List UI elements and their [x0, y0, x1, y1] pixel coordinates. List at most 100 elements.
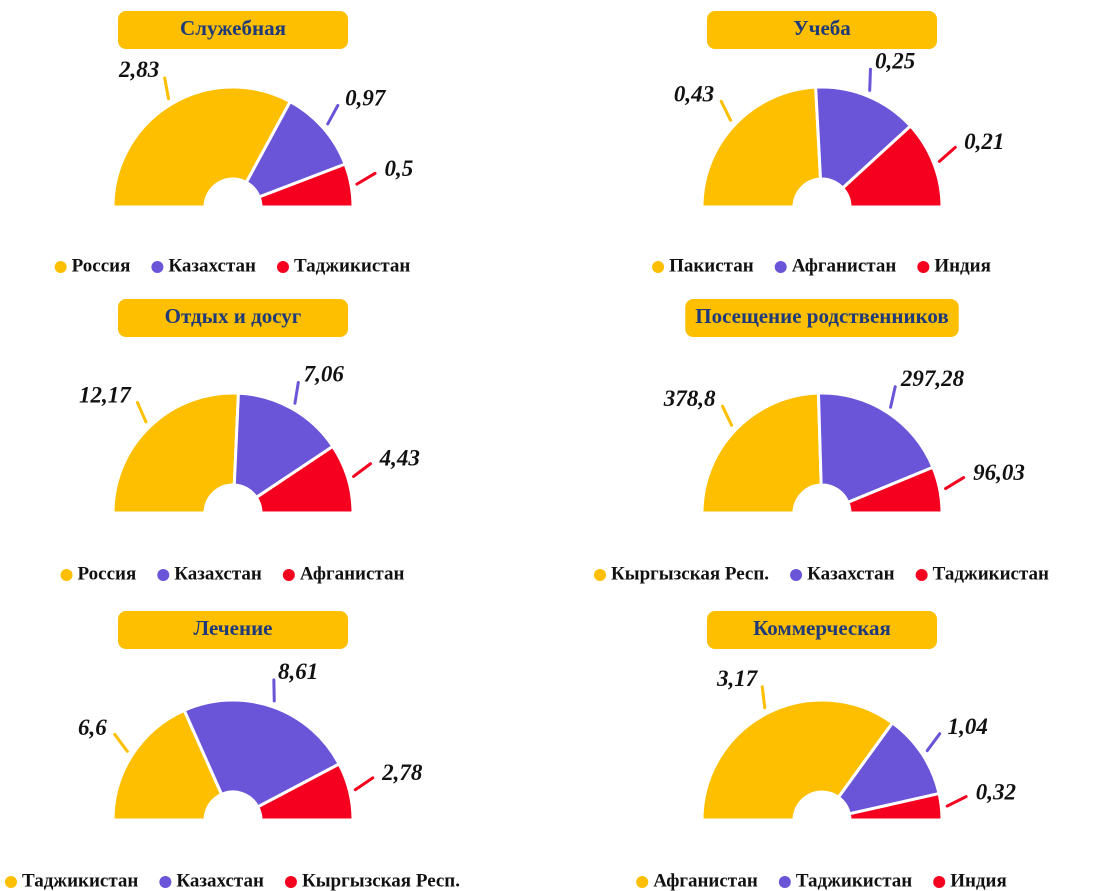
legend-label: Казахстан [176, 870, 264, 891]
leader-line [889, 385, 897, 409]
leader-line [944, 476, 966, 491]
slice [254, 444, 355, 515]
legend-marker [915, 569, 928, 581]
slice [111, 85, 293, 209]
legend-marker [790, 569, 803, 581]
leader-line [719, 99, 733, 122]
legend-label: Таджикистан [933, 563, 1049, 584]
leader-line [868, 67, 872, 92]
legend-label: Казахстан [174, 563, 262, 584]
legend-label: Таджикистан [22, 870, 138, 891]
legend-label: Россия [78, 563, 137, 584]
legend-marker [778, 876, 791, 888]
value-label: 4,43 [379, 446, 420, 471]
value-label: 0,32 [976, 779, 1016, 804]
chart-title: Лечение [194, 616, 273, 640]
slice [816, 391, 935, 505]
legend-label: Казахстан [807, 563, 895, 584]
title-box [707, 611, 937, 649]
leader-line [925, 732, 942, 753]
slice [111, 708, 224, 822]
value-label: 0,5 [385, 156, 414, 181]
legend-marker [54, 261, 67, 273]
leader-line [136, 401, 148, 424]
value-label: 12,17 [79, 382, 132, 407]
leader-line [293, 380, 300, 405]
legend-label: Кыргызская Респ. [611, 563, 769, 584]
legend-marker [157, 569, 170, 581]
slice [700, 698, 895, 822]
legend-marker [159, 876, 172, 888]
legend-marker [917, 261, 930, 273]
title-box [685, 299, 959, 337]
legend-marker [933, 876, 946, 888]
legend-label: Индия [934, 255, 991, 276]
title-box [118, 299, 348, 337]
value-label: 6,6 [78, 715, 107, 740]
value-label: 378,8 [663, 386, 716, 411]
legend-label: Россия [72, 255, 131, 276]
slice [847, 791, 944, 822]
value-label: 0,25 [875, 48, 915, 73]
title-box [707, 11, 937, 49]
slice [257, 162, 355, 209]
legend-marker [636, 876, 649, 888]
chart-title: Служебная [180, 16, 286, 40]
legend-label: Казахстан [168, 255, 256, 276]
legend-label: Афганистан [653, 870, 758, 891]
slice [700, 391, 823, 515]
legend-marker [5, 876, 17, 888]
slice [232, 391, 335, 500]
leader-line [353, 776, 375, 792]
leader-line [760, 685, 767, 710]
leader-line [163, 76, 171, 101]
value-label: 96,03 [973, 460, 1025, 485]
leader-line [352, 462, 372, 478]
leader-line [355, 171, 377, 186]
chart-title: Учеба [793, 16, 851, 40]
legend-marker [282, 569, 295, 581]
leader-line [113, 732, 129, 753]
legend-marker [284, 876, 297, 888]
value-label: 2,78 [381, 760, 423, 785]
title-box [118, 611, 348, 649]
leader-line [945, 795, 968, 808]
legend-marker [774, 261, 787, 273]
value-label: 0,43 [674, 81, 714, 106]
legend-label: Индия [950, 870, 1007, 891]
legend-label: Кыргызская Респ. [302, 870, 460, 891]
legend-label: Таджикистан [294, 255, 410, 276]
slice [836, 720, 941, 816]
slice [111, 391, 240, 515]
slice [840, 123, 944, 209]
chart-title: Коммерческая [753, 616, 891, 640]
value-label: 3,17 [716, 666, 759, 691]
chart-title: Отдых и досуг [165, 304, 302, 328]
value-label: 8,61 [278, 659, 318, 684]
legend-label: Афганистан [300, 563, 405, 584]
slice [814, 85, 913, 191]
legend-label: Таджикистан [796, 870, 912, 891]
value-label: 1,04 [948, 714, 988, 739]
slice [845, 465, 944, 515]
legend-marker [594, 569, 606, 581]
leader-line [937, 145, 957, 163]
legend-label: Афганистан [792, 255, 897, 276]
slice [182, 698, 342, 809]
title-box [118, 11, 348, 49]
leader-line [326, 103, 340, 126]
leader-line [720, 404, 734, 427]
slice [700, 85, 823, 209]
value-label: 2,83 [118, 57, 159, 82]
value-label: 0,97 [345, 85, 387, 110]
legend-marker [151, 261, 164, 273]
slice [255, 761, 355, 822]
chart-title: Посещение родственников [695, 304, 949, 328]
legend-marker [60, 569, 73, 581]
legend-marker [276, 261, 289, 273]
value-label: 7,06 [304, 362, 345, 387]
value-label: 297,28 [900, 366, 965, 391]
value-label: 0,21 [964, 129, 1004, 154]
legend-label: Пакистан [669, 255, 754, 276]
